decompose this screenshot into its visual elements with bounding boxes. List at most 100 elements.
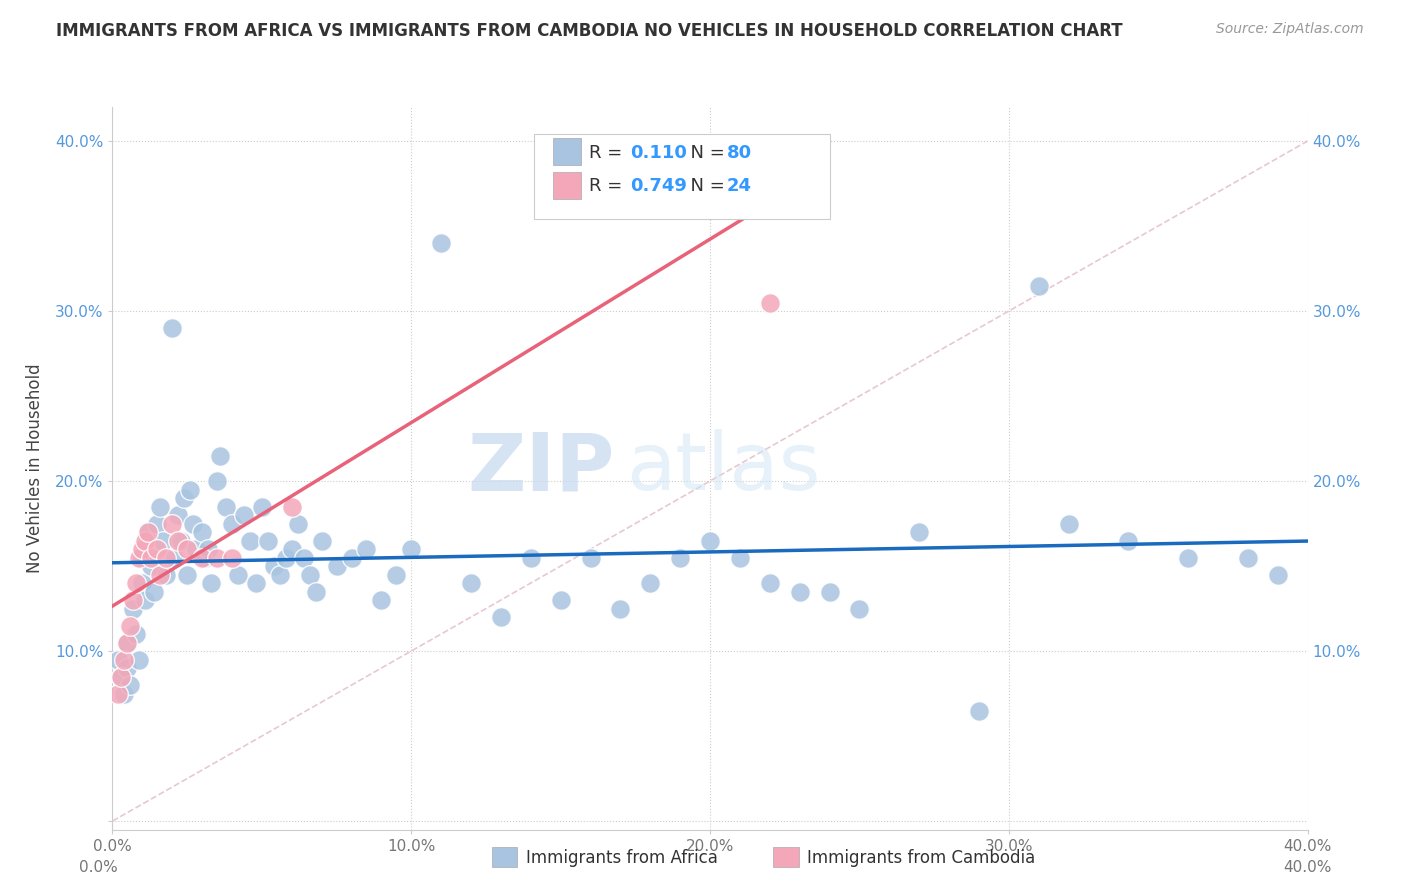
Point bbox=[120, 618, 142, 632]
Point bbox=[155, 567, 177, 582]
Point bbox=[191, 524, 214, 539]
Point bbox=[122, 593, 145, 607]
Point bbox=[340, 550, 363, 565]
Point bbox=[131, 576, 153, 591]
Point bbox=[789, 584, 811, 599]
Text: ZIP: ZIP bbox=[467, 429, 614, 508]
Point bbox=[818, 584, 841, 599]
Point bbox=[134, 533, 156, 548]
Point bbox=[520, 550, 543, 565]
Point bbox=[245, 576, 267, 591]
Point bbox=[370, 593, 392, 607]
Point bbox=[131, 542, 153, 557]
Point bbox=[125, 576, 148, 591]
Point bbox=[728, 550, 751, 565]
Point bbox=[138, 524, 160, 539]
Point bbox=[205, 474, 228, 488]
Point bbox=[152, 533, 174, 548]
Point bbox=[356, 542, 378, 557]
Point bbox=[107, 652, 129, 666]
Text: 0.749: 0.749 bbox=[630, 178, 686, 195]
Text: atlas: atlas bbox=[627, 429, 821, 508]
Point bbox=[117, 661, 139, 675]
Point bbox=[967, 704, 990, 718]
Point bbox=[274, 550, 297, 565]
Point bbox=[1118, 533, 1140, 548]
Text: 40.0%: 40.0% bbox=[1284, 860, 1331, 874]
Point bbox=[305, 584, 328, 599]
Point bbox=[167, 533, 190, 548]
Point bbox=[114, 652, 135, 666]
Point bbox=[287, 516, 309, 531]
Point bbox=[460, 576, 482, 591]
Point bbox=[209, 449, 232, 463]
Point bbox=[110, 669, 132, 683]
Point bbox=[579, 550, 602, 565]
Point bbox=[125, 627, 148, 641]
Point bbox=[191, 550, 214, 565]
Point bbox=[385, 567, 408, 582]
Point bbox=[173, 491, 195, 505]
Point bbox=[205, 550, 228, 565]
Point bbox=[257, 533, 280, 548]
Point bbox=[292, 550, 315, 565]
Point bbox=[117, 635, 139, 649]
Point bbox=[179, 483, 201, 497]
Point bbox=[138, 524, 160, 539]
Text: 0.110: 0.110 bbox=[630, 144, 686, 161]
Point bbox=[325, 559, 347, 574]
Point bbox=[281, 542, 304, 557]
Text: 80: 80 bbox=[727, 144, 752, 161]
Y-axis label: No Vehicles in Household: No Vehicles in Household bbox=[25, 363, 44, 574]
Point bbox=[263, 559, 285, 574]
Point bbox=[107, 687, 129, 701]
Point bbox=[269, 567, 291, 582]
Point bbox=[200, 576, 222, 591]
Point bbox=[131, 550, 153, 565]
Point bbox=[120, 678, 142, 692]
Point bbox=[149, 567, 172, 582]
Point bbox=[908, 524, 931, 539]
Point bbox=[141, 559, 163, 574]
Point bbox=[155, 550, 177, 565]
Point bbox=[221, 516, 243, 531]
Point bbox=[117, 635, 139, 649]
Point bbox=[146, 516, 169, 531]
Point bbox=[489, 610, 512, 624]
Point bbox=[181, 516, 204, 531]
Point bbox=[401, 542, 423, 557]
Point bbox=[215, 500, 238, 514]
Point bbox=[281, 500, 304, 514]
Point bbox=[110, 669, 132, 683]
Point bbox=[1237, 550, 1260, 565]
Point bbox=[848, 601, 870, 615]
Text: N =: N = bbox=[679, 144, 731, 161]
Point bbox=[1057, 516, 1080, 531]
Point bbox=[430, 235, 453, 250]
Point bbox=[122, 601, 145, 615]
Text: Immigrants from Africa: Immigrants from Africa bbox=[526, 849, 717, 867]
Text: Source: ZipAtlas.com: Source: ZipAtlas.com bbox=[1216, 22, 1364, 37]
Point bbox=[170, 533, 193, 548]
Point bbox=[194, 550, 217, 565]
Point bbox=[165, 550, 187, 565]
Point bbox=[699, 533, 721, 548]
Point bbox=[143, 584, 166, 599]
Point bbox=[550, 593, 572, 607]
Point bbox=[197, 542, 219, 557]
Text: IMMIGRANTS FROM AFRICA VS IMMIGRANTS FROM CAMBODIA NO VEHICLES IN HOUSEHOLD CORR: IMMIGRANTS FROM AFRICA VS IMMIGRANTS FRO… bbox=[56, 22, 1123, 40]
Point bbox=[146, 542, 169, 557]
Point bbox=[298, 567, 321, 582]
Point bbox=[149, 500, 172, 514]
Point bbox=[162, 516, 183, 531]
Point bbox=[114, 687, 135, 701]
Text: N =: N = bbox=[679, 178, 731, 195]
Text: Immigrants from Cambodia: Immigrants from Cambodia bbox=[807, 849, 1035, 867]
Point bbox=[311, 533, 333, 548]
Point bbox=[609, 601, 631, 615]
Point bbox=[1267, 567, 1289, 582]
Point bbox=[669, 550, 692, 565]
Point bbox=[176, 542, 198, 557]
Point bbox=[167, 508, 190, 522]
Point bbox=[186, 542, 208, 557]
